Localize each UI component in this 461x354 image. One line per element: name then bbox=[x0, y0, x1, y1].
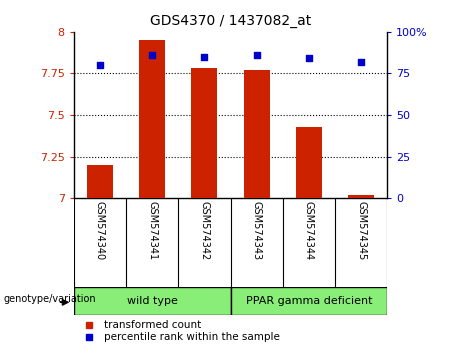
Text: PPAR gamma deficient: PPAR gamma deficient bbox=[246, 296, 372, 306]
Text: genotype/variation: genotype/variation bbox=[4, 295, 96, 304]
Bar bbox=[296, 127, 322, 198]
Text: GSM574340: GSM574340 bbox=[95, 201, 105, 260]
Bar bbox=[87, 165, 113, 198]
Title: GDS4370 / 1437082_at: GDS4370 / 1437082_at bbox=[150, 14, 311, 28]
Bar bbox=[191, 68, 218, 198]
Point bbox=[253, 52, 260, 58]
Point bbox=[305, 56, 313, 61]
Text: wild type: wild type bbox=[127, 296, 177, 306]
Point bbox=[148, 52, 156, 58]
Point bbox=[96, 62, 104, 68]
Legend: transformed count, percentile rank within the sample: transformed count, percentile rank withi… bbox=[79, 320, 280, 342]
Bar bbox=[243, 70, 270, 198]
Point bbox=[201, 54, 208, 59]
Text: GSM574345: GSM574345 bbox=[356, 201, 366, 260]
Point bbox=[357, 59, 365, 65]
Text: GSM574343: GSM574343 bbox=[252, 201, 262, 260]
Bar bbox=[74, 287, 230, 315]
Text: GSM574342: GSM574342 bbox=[199, 201, 209, 260]
Bar bbox=[139, 40, 165, 198]
Bar bbox=[230, 287, 387, 315]
Bar bbox=[348, 195, 374, 198]
Text: GSM574341: GSM574341 bbox=[147, 201, 157, 260]
Text: GSM574344: GSM574344 bbox=[304, 201, 314, 260]
